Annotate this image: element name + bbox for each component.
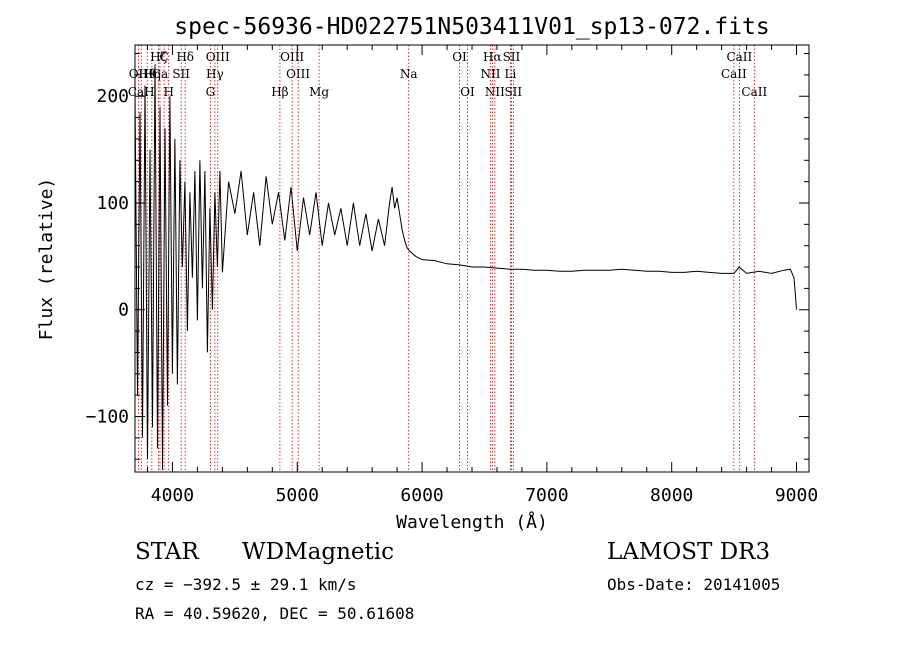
line-markers <box>137 45 755 472</box>
y-tick-label: 0 <box>118 300 129 321</box>
x-tick-label: 9000 <box>775 485 818 506</box>
line-label: OII <box>129 67 149 81</box>
y-axis: −100 0 100 200 <box>86 53 809 460</box>
x-tick-label: 8000 <box>650 485 693 506</box>
line-label: Mg <box>309 85 329 99</box>
plot-frame <box>134 44 810 473</box>
series-line-spectrum <box>134 64 797 470</box>
line-label: Li <box>505 67 517 81</box>
line-label: SII <box>504 85 522 99</box>
line-label: Hζ <box>150 50 167 64</box>
line-label: Hδ <box>176 50 194 64</box>
x-tick-label: 7000 <box>525 485 568 506</box>
line-label: OI <box>452 50 467 64</box>
series-layer <box>134 64 797 470</box>
redshift-velocity: cz = −392.5 ± 29.1 km/s <box>135 575 357 594</box>
line-label: CaII <box>721 67 747 81</box>
ra-dec-coordinates: RA = 40.59620, DEC = 50.61608 <box>135 604 414 623</box>
x-tick-label: 5000 <box>276 485 319 506</box>
line-label: Hγ <box>206 67 224 81</box>
object-subclass: WDMagnetic <box>242 539 394 565</box>
line-label: CaH <box>128 85 155 99</box>
line-label: SII <box>503 50 521 64</box>
object-class: STAR <box>135 539 199 565</box>
line-label: CaII <box>726 50 752 64</box>
line-label: OIII <box>206 50 230 64</box>
line-label: H <box>163 85 173 99</box>
line-label: Hα <box>483 50 502 64</box>
line-label: SII <box>172 67 190 81</box>
y-axis-label: Flux (relative) <box>36 178 57 341</box>
line-label: Na <box>400 67 418 81</box>
line-label: C <box>159 50 168 64</box>
x-axis: 4000 5000 6000 7000 8000 9000 <box>146 45 818 506</box>
observation-date: Obs-Date: 20141005 <box>607 575 780 594</box>
line-label: NII <box>485 85 505 99</box>
line-label: Hβ <box>271 85 288 99</box>
line-label: Hη <box>143 67 161 81</box>
survey-name: LAMOST DR3 <box>607 539 770 565</box>
line-label: G <box>206 85 216 99</box>
line-label: Ca <box>152 67 168 81</box>
y-tick-label: −100 <box>86 406 129 427</box>
x-tick-label: 4000 <box>151 485 194 506</box>
line-label: CaII <box>741 85 767 99</box>
line-label: OIII <box>286 67 310 81</box>
x-tick-label: 6000 <box>400 485 443 506</box>
line-label: Hθ <box>138 67 156 81</box>
x-axis-label: Wavelength (Å) <box>396 511 548 533</box>
line-label: OI <box>460 85 475 99</box>
line-label: NII <box>480 67 500 81</box>
y-tick-label: 200 <box>96 86 129 107</box>
line-label: OIII <box>280 50 304 64</box>
y-tick-label: 100 <box>96 193 129 214</box>
chart-title: spec-56936-HD022751N503411V01_sp13-072.f… <box>174 14 769 40</box>
